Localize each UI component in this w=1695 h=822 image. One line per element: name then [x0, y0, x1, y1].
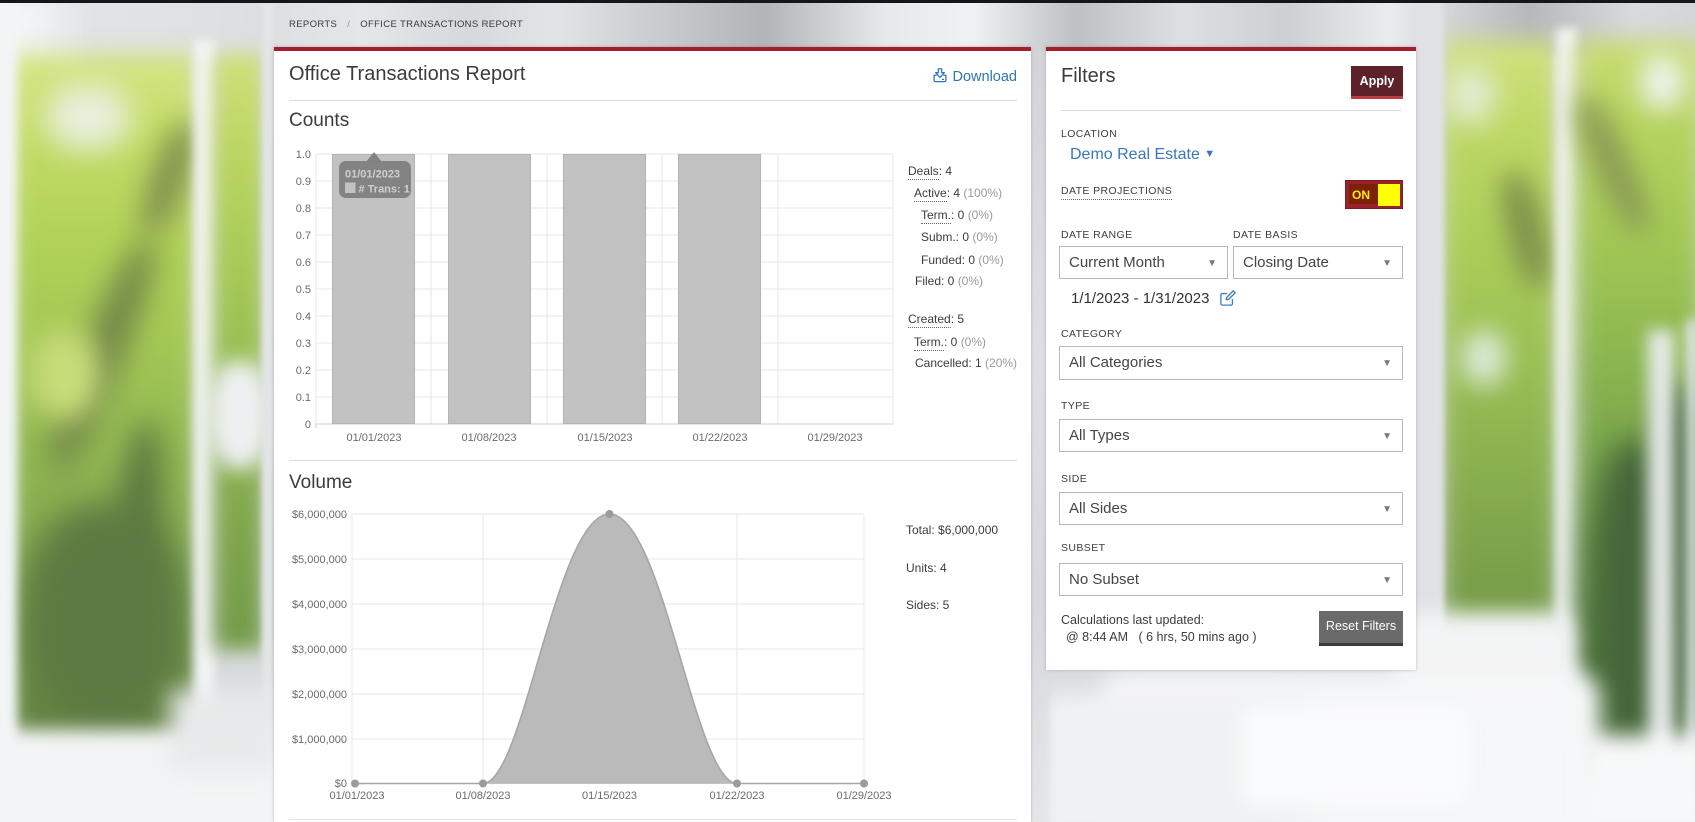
svg-text:$0: $0: [335, 778, 347, 790]
svg-text:01/01/2023: 01/01/2023: [329, 790, 384, 802]
svg-text:0.3: 0.3: [296, 338, 311, 350]
svg-text:1.0: 1.0: [296, 149, 311, 161]
svg-text:01/15/2023: 01/15/2023: [582, 790, 637, 802]
svg-text:01/08/2023: 01/08/2023: [461, 432, 516, 444]
svg-text:$6,000,000: $6,000,000: [292, 509, 347, 521]
svg-text:01/15/2023: 01/15/2023: [577, 432, 632, 444]
svg-text:0.6: 0.6: [296, 257, 311, 269]
svg-text:0.7: 0.7: [296, 230, 311, 242]
svg-text:0.2: 0.2: [296, 365, 311, 377]
svg-text:0.5: 0.5: [296, 284, 311, 296]
svg-text:01/22/2023: 01/22/2023: [692, 432, 747, 444]
svg-text:$4,000,000: $4,000,000: [292, 599, 347, 611]
svg-text:0.4: 0.4: [296, 311, 311, 323]
svg-text:$3,000,000: $3,000,000: [292, 644, 347, 656]
svg-text:01/22/2023: 01/22/2023: [709, 790, 764, 802]
svg-text:01/29/2023: 01/29/2023: [807, 432, 862, 444]
svg-text:0: 0: [305, 419, 311, 431]
svg-text:0.9: 0.9: [296, 176, 311, 188]
svg-text:01/08/2023: 01/08/2023: [455, 790, 510, 802]
svg-text:$5,000,000: $5,000,000: [292, 554, 347, 566]
svg-text:# Trans: 1: # Trans: 1: [359, 184, 410, 196]
svg-text:01/01/2023: 01/01/2023: [346, 432, 401, 444]
svg-text:0.1: 0.1: [296, 392, 311, 404]
svg-text:01/29/2023: 01/29/2023: [836, 790, 891, 802]
svg-text:$2,000,000: $2,000,000: [292, 689, 347, 701]
svg-text:$1,000,000: $1,000,000: [292, 734, 347, 746]
svg-text:0.8: 0.8: [296, 203, 311, 215]
svg-text:01/01/2023: 01/01/2023: [345, 169, 400, 181]
